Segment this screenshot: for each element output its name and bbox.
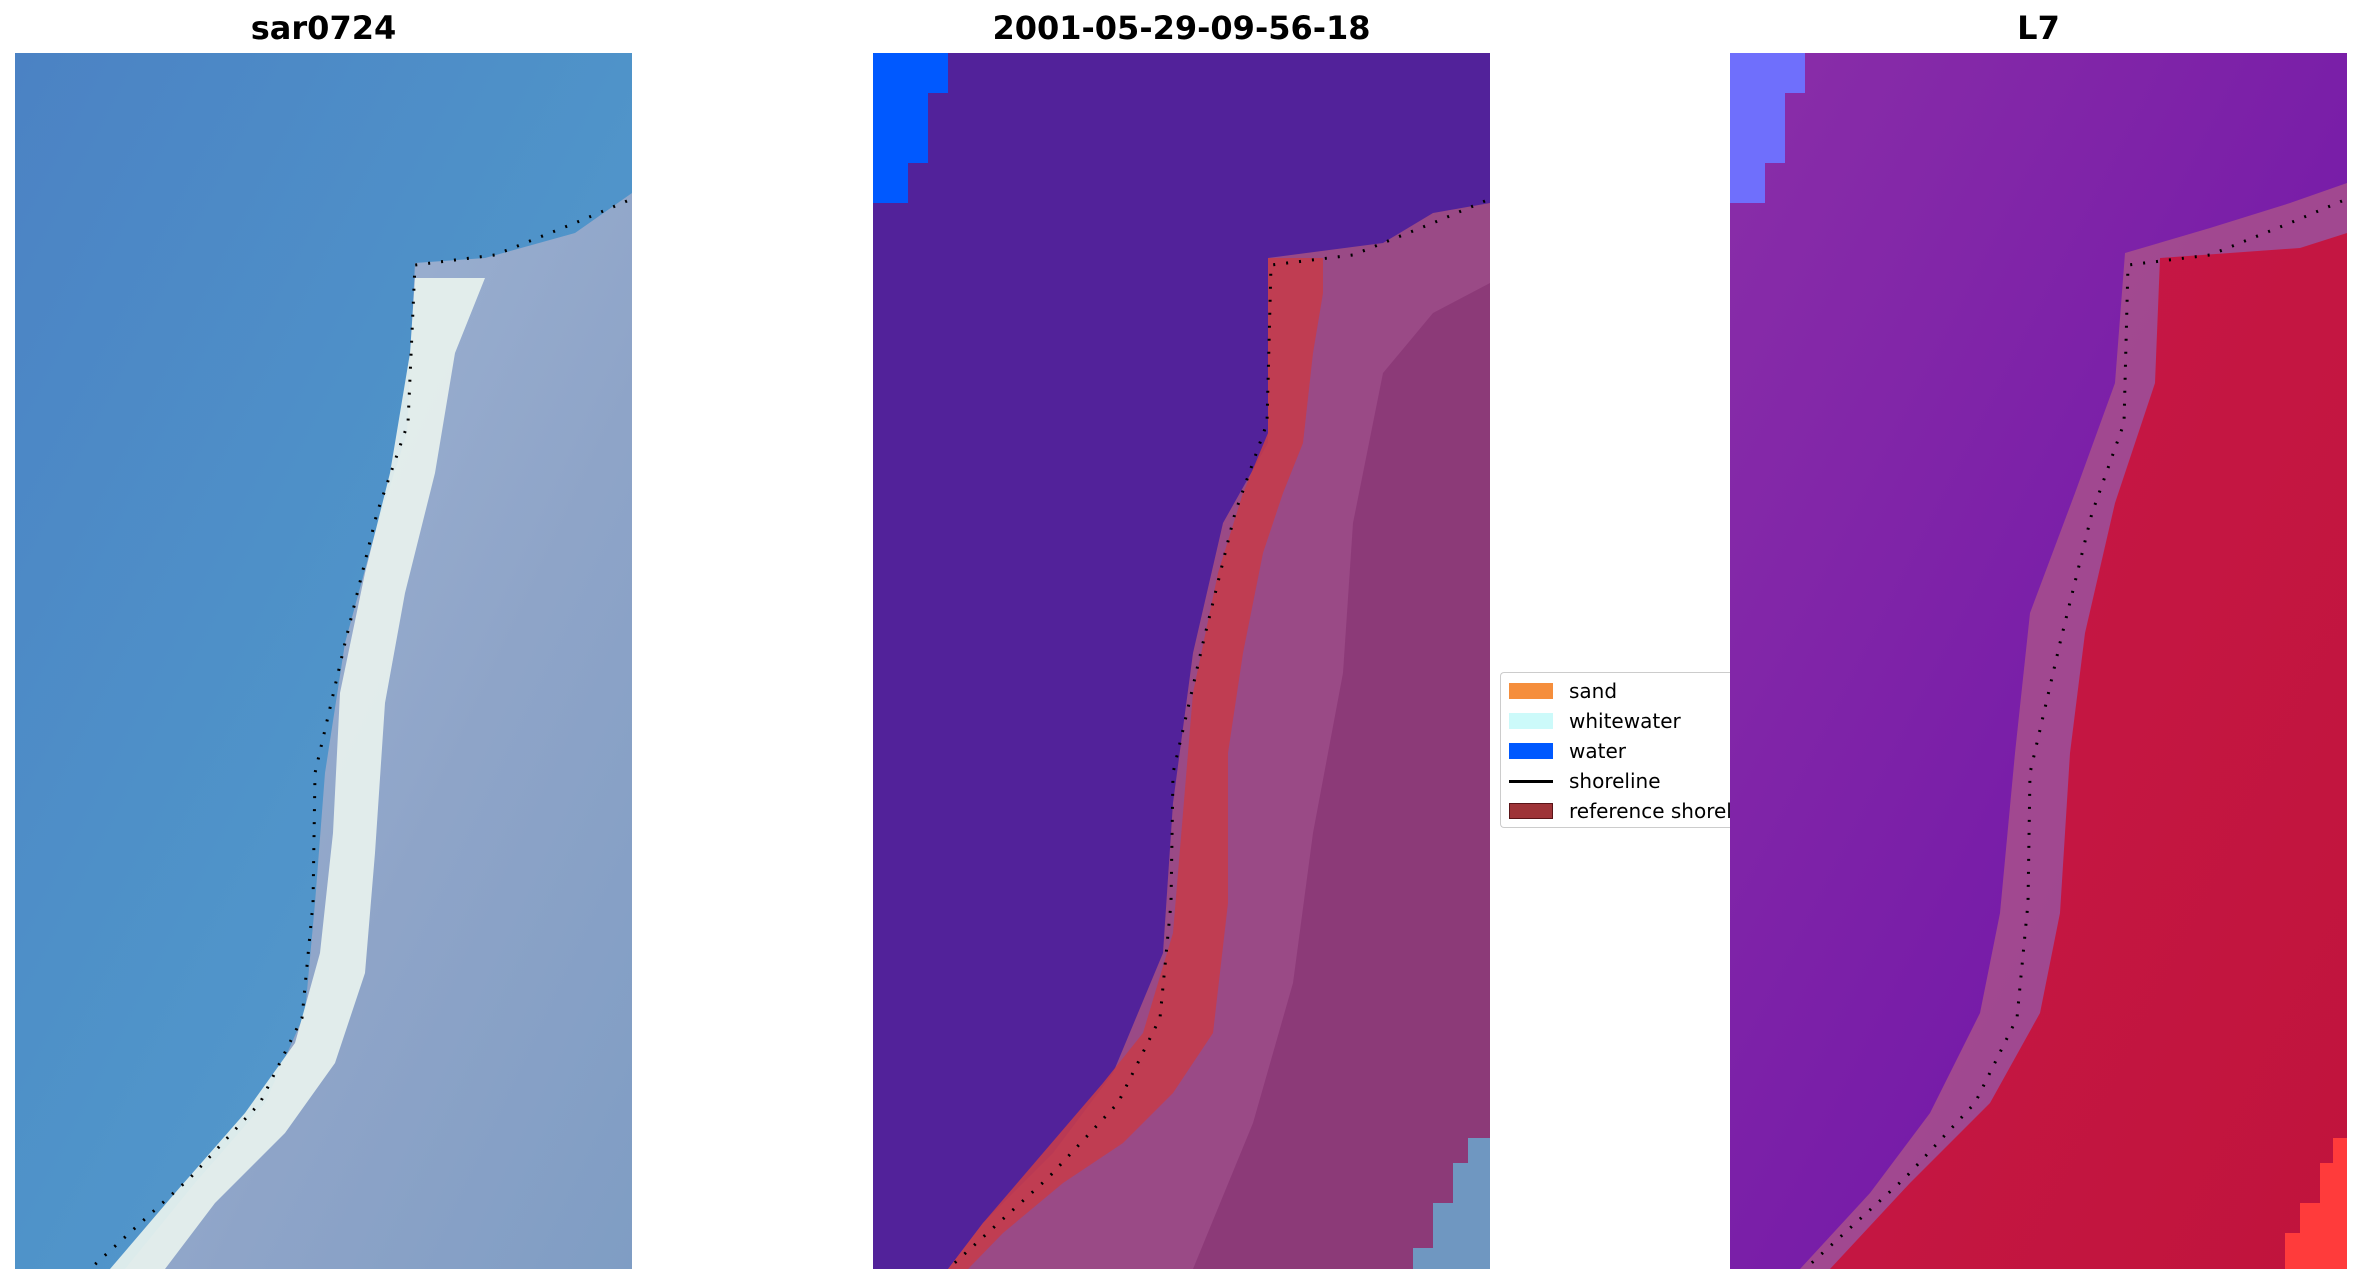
legend-swatch-water: [1509, 743, 1553, 759]
legend-label-water: water: [1569, 739, 1626, 763]
legend-item-sand: sand: [1501, 676, 1730, 706]
legend-label-sand: sand: [1569, 679, 1618, 703]
rgb-beach-strip: [110, 278, 485, 1269]
legend-line-shoreline: [1509, 780, 1553, 783]
legend-swatch-reference-buffer: [1509, 803, 1553, 819]
legend-swatch-whitewater: [1509, 713, 1553, 729]
class-land-dark: [1193, 283, 1490, 1269]
legend-item-shoreline: shoreline: [1501, 766, 1730, 796]
legend-label-whitewater: whitewater: [1569, 709, 1681, 733]
rgb-image-panel: [15, 53, 632, 1269]
legend-swatch-sand: [1509, 683, 1553, 699]
class-shoreline: [946, 199, 1486, 1269]
legend-label-reference-buffer: reference shoreline buffer: [1569, 799, 1730, 823]
panel-title-l7: L7: [2017, 9, 2060, 47]
panel-title-classified: 2001-05-29-09-56-18: [992, 9, 1371, 47]
legend-item-whitewater: whitewater: [1501, 706, 1730, 736]
legend: sand whitewater water shoreline referenc…: [1500, 672, 1730, 828]
classified-image-panel: [873, 53, 1490, 1269]
legend-item-water: water: [1501, 736, 1730, 766]
class-corner-land: [1413, 1138, 1490, 1269]
l7-corner-water: [1730, 53, 1805, 203]
l7-land-area: [1830, 233, 2347, 1269]
legend-item-reference-shoreline-buffer: reference shoreline buffer: [1501, 796, 1730, 826]
class-reference-buffer: [948, 258, 1323, 1269]
legend-label-shoreline: shoreline: [1569, 769, 1661, 793]
panel-title-rgb: sar0724: [250, 9, 397, 47]
l7-image-panel: [1730, 53, 2347, 1269]
class-corner-water: [873, 53, 948, 203]
l7-corner-bright: [2285, 1138, 2347, 1269]
l7-shoreline: [1803, 199, 2343, 1269]
